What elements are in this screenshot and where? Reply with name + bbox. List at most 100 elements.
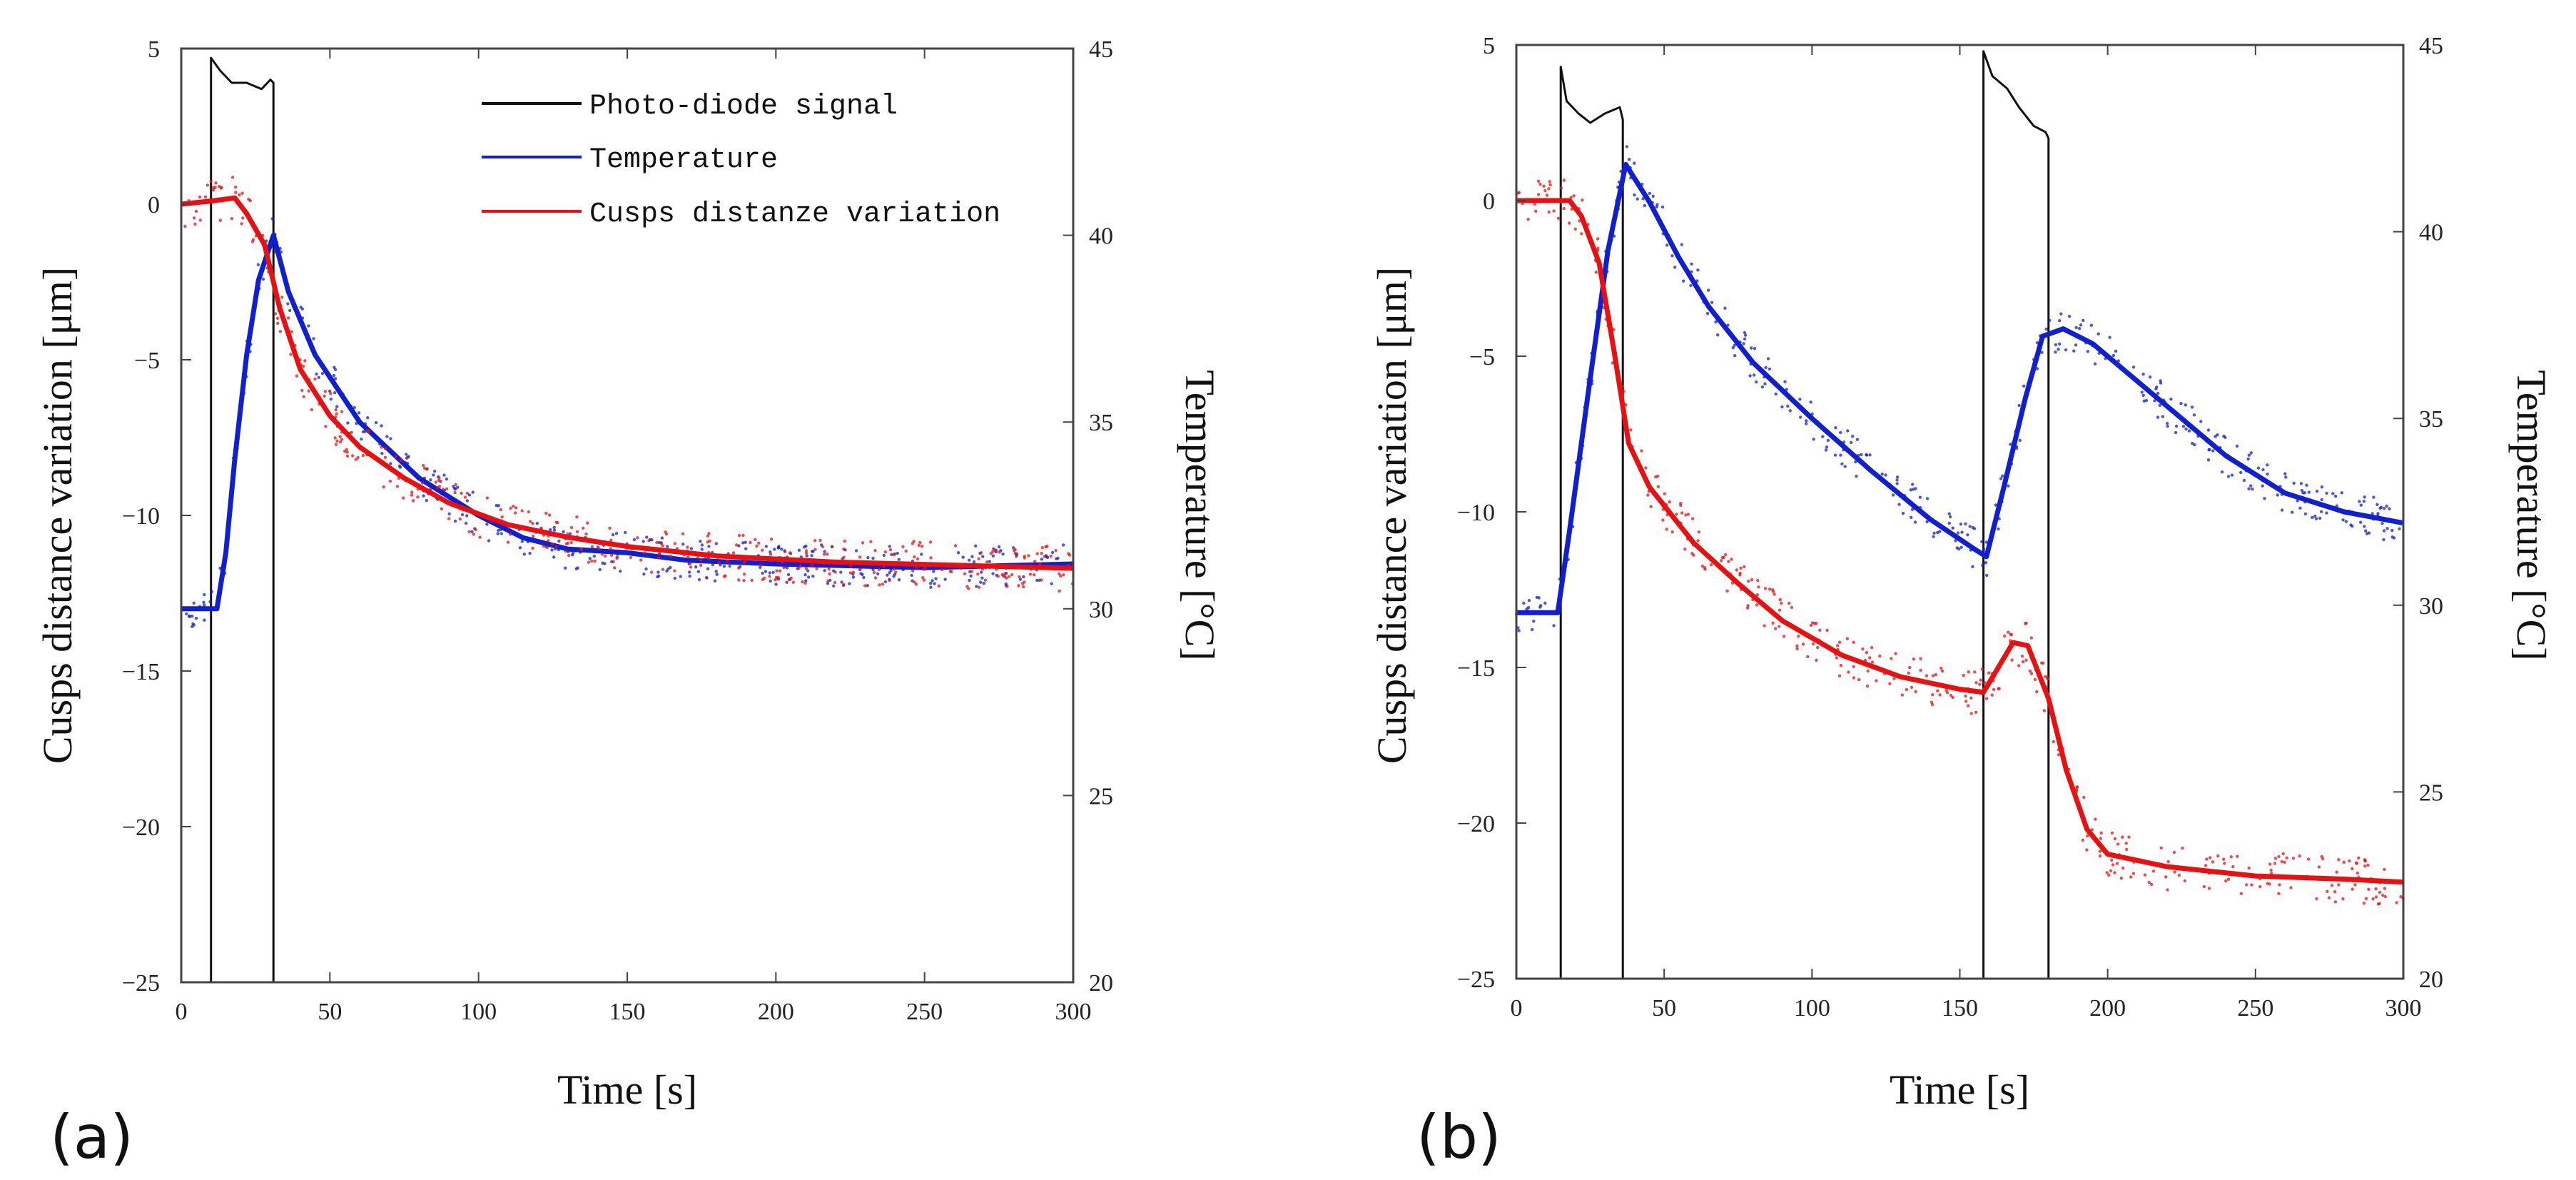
data-point-cusps-distance-a-73	[643, 551, 646, 555]
data-point-cusps-distance-a-269	[609, 538, 613, 542]
data-point-temperature-a-336	[886, 573, 889, 577]
data-point-temperature-b-353	[1954, 539, 1957, 543]
data-point-cusps-distance-a-226	[861, 541, 865, 545]
data-point-cusps-distance-b-157	[1755, 603, 1759, 607]
data-point-temperature-b-107	[1959, 545, 1963, 549]
data-point-cusps-distance-a-233	[422, 463, 425, 468]
data-point-temperature-a-89	[699, 540, 702, 543]
data-point-cusps-distance-a-391	[238, 193, 241, 197]
data-point-cusps-distance-b-98	[1990, 693, 1994, 697]
data-point-cusps-distance-b-373	[1837, 674, 1842, 677]
data-point-cusps-distance-b-366	[1578, 219, 1581, 223]
data-point-cusps-distance-a-118	[1044, 545, 1048, 549]
data-point-cusps-distance-a-125	[569, 525, 574, 530]
data-point-cusps-distance-a-4	[929, 556, 933, 560]
data-point-cusps-distance-b-11	[1815, 645, 1820, 650]
data-point-temperature-b-314	[1733, 343, 1736, 347]
data-point-cusps-distance-b-281	[1750, 578, 1754, 582]
data-point-cusps-distance-a-400	[761, 578, 765, 581]
data-point-cusps-distance-a-141	[681, 532, 685, 535]
data-point-temperature-a-282	[811, 574, 815, 578]
data-point-cusps-distance-b-52	[1724, 553, 1728, 557]
data-point-temperature-a-347	[650, 538, 654, 542]
data-point-temperature-b-67	[2325, 491, 2328, 495]
data-point-cusps-distance-a-201	[211, 188, 215, 192]
data-point-temperature-a-39	[771, 570, 775, 574]
data-point-cusps-distance-b-330	[1709, 563, 1713, 567]
data-point-temperature-a-361	[665, 569, 669, 573]
data-point-cusps-distance-a-305	[804, 549, 808, 553]
data-point-cusps-distance-a-132	[575, 530, 579, 533]
data-point-cusps-distance-b-341	[2127, 835, 2131, 839]
data-point-temperature-b-319	[1895, 478, 1899, 482]
data-point-cusps-distance-b-411	[1938, 693, 1942, 697]
data-point-temperature-a-137	[405, 453, 408, 456]
data-point-cusps-distance-a-262	[892, 553, 896, 557]
data-point-cusps-distance-a-297	[904, 549, 908, 553]
data-point-cusps-distance-a-347	[463, 495, 467, 499]
data-point-temperature-b-224	[1968, 525, 1972, 528]
data-point-temperature-b-388	[1537, 596, 1541, 600]
data-point-temperature-b-367	[1964, 522, 1967, 525]
data-point-temperature-b-200	[1985, 573, 1989, 578]
data-point-cusps-distance-a-246	[531, 546, 534, 550]
data-point-cusps-distance-a-191	[778, 569, 782, 573]
data-point-temperature-a-185	[933, 582, 936, 585]
data-point-temperature-b-341	[2007, 484, 2010, 488]
data-point-cusps-distance-b-101	[2205, 857, 2209, 861]
data-point-cusps-distance-b-143	[1644, 466, 1648, 470]
data-point-cusps-distance-b-307	[2374, 887, 2378, 891]
data-point-cusps-distance-b-83	[2371, 897, 2375, 901]
data-point-temperature-a-248	[656, 575, 659, 579]
data-point-cusps-distance-a-71	[465, 491, 470, 495]
data-point-temperature-b-80	[2079, 323, 2083, 327]
data-point-cusps-distance-b-115	[1690, 517, 1695, 520]
data-point-cusps-distance-a-316	[338, 435, 342, 438]
data-point-temperature-b-287	[2226, 475, 2231, 478]
legend-a: Photo-diode signal Temperature Cusps dis…	[482, 91, 1000, 231]
data-point-cusps-distance-b-252	[2355, 862, 2359, 865]
data-point-cusps-distance-b-297	[2326, 889, 2329, 894]
series-line-cusps-distance-a	[181, 195, 1074, 571]
data-point-temperature-a-301	[496, 532, 500, 535]
data-point-cusps-distance-b-347	[1865, 650, 1869, 655]
data-point-temperature-b-263	[1527, 599, 1531, 602]
data-point-cusps-distance-a-186	[453, 490, 457, 495]
data-point-cusps-distance-b-273	[2278, 883, 2281, 887]
data-point-cusps-distance-b-404	[2166, 859, 2170, 864]
data-point-cusps-distance-b-318	[1646, 493, 1650, 497]
data-point-cusps-distance-a-349	[402, 496, 405, 500]
data-point-temperature-b-22	[1911, 488, 1915, 491]
data-point-temperature-b-357	[2074, 326, 2078, 330]
data-point-temperature-b-236	[1517, 629, 1521, 632]
data-point-cusps-distance-a-115	[388, 479, 392, 483]
data-point-cusps-distance-b-144	[1870, 646, 1874, 650]
data-point-temperature-a-129	[920, 553, 923, 556]
data-point-temperature-a-188	[785, 566, 789, 570]
data-point-temperature-a-183	[261, 277, 265, 281]
data-point-temperature-a-379	[203, 603, 206, 607]
data-point-cusps-distance-b-334	[1700, 564, 1704, 568]
data-point-temperature-a-349	[975, 585, 978, 588]
data-point-cusps-distance-b-351	[2098, 854, 2102, 858]
x-tick-label-b-6: 300	[2385, 995, 2422, 1022]
data-point-temperature-b-364	[1984, 540, 1989, 544]
data-point-temperature-a-107	[535, 522, 539, 525]
data-point-temperature-b-116	[1911, 483, 1915, 486]
data-point-cusps-distance-b-342	[1888, 682, 1892, 686]
data-point-temperature-b-344	[2246, 457, 2250, 461]
data-point-cusps-distance-b-392	[1562, 206, 1566, 211]
data-point-cusps-distance-a-382	[913, 555, 916, 559]
data-point-cusps-distance-b-356	[2172, 850, 2176, 854]
x-tick-label-b-0: 0	[1511, 995, 1523, 1022]
data-point-cusps-distance-b-363	[2131, 872, 2136, 875]
data-point-cusps-distance-a-91	[206, 183, 210, 187]
data-point-temperature-a-274	[433, 470, 437, 473]
data-point-cusps-distance-a-229	[351, 454, 355, 458]
data-point-temperature-a-104	[728, 564, 731, 568]
data-point-temperature-a-266	[896, 551, 899, 555]
data-point-temperature-b-340	[1980, 540, 1984, 543]
y-left-tick-label-b-2: −5	[1469, 344, 1495, 370]
y-right-ticks-a: 45 40 35 30 25 20	[1063, 36, 1113, 997]
data-point-cusps-distance-a-107	[240, 222, 243, 226]
